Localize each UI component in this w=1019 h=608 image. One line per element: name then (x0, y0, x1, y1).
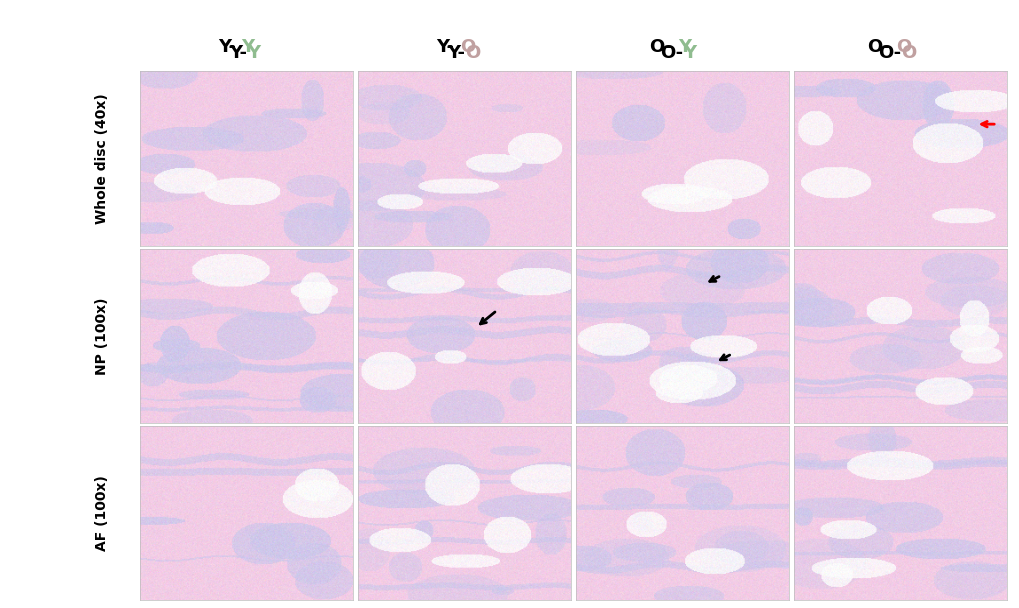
Text: Y: Y (677, 38, 690, 55)
Text: NP (100x): NP (100x) (95, 297, 109, 375)
Text: Y-: Y- (218, 38, 236, 55)
Text: Y: Y (247, 44, 260, 62)
Text: O-: O- (876, 44, 900, 62)
Text: Whole disc (40x): Whole disc (40x) (95, 93, 109, 224)
Text: O: O (465, 44, 480, 62)
Text: Y: Y (242, 38, 255, 55)
Text: AF (100x): AF (100x) (95, 475, 109, 551)
Text: O-: O- (866, 38, 890, 55)
Text: O-: O- (659, 44, 682, 62)
Text: O: O (460, 38, 475, 55)
Text: Y-: Y- (436, 38, 454, 55)
Text: Y-: Y- (228, 44, 247, 62)
Text: O-: O- (649, 38, 672, 55)
Text: Y: Y (682, 44, 695, 62)
Text: O: O (900, 44, 915, 62)
Text: O: O (895, 38, 910, 55)
Text: Y-: Y- (446, 44, 465, 62)
